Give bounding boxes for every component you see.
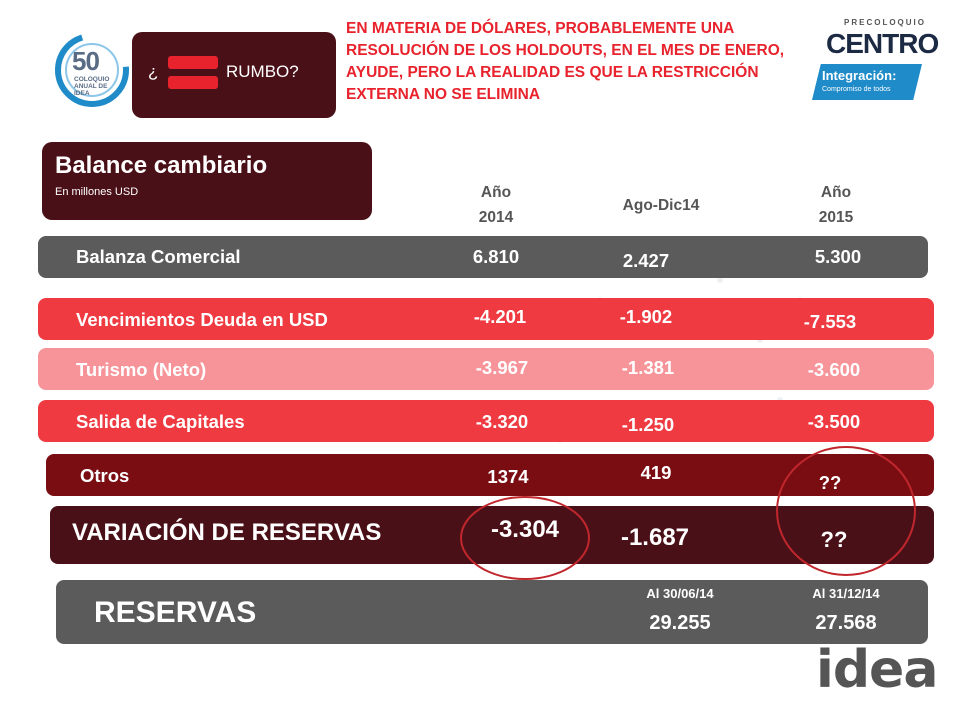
row-label-balanza: Balanza Comercial xyxy=(76,246,241,267)
row-label-variacion: VARIACIÓN DE RESERVAS xyxy=(72,519,382,546)
equals-icon-bottom-bar xyxy=(168,76,218,89)
column-header-2015-line2: 2015 xyxy=(818,209,854,226)
row-label-reservas: RESERVAS xyxy=(94,596,257,629)
row-label-turismo: Turismo (Neto) xyxy=(76,359,207,380)
logo-ring-icon xyxy=(55,33,129,107)
idea-logo: idea xyxy=(816,640,938,700)
row-label-otros: Otros xyxy=(80,465,130,486)
value-balanza-2014: 6.810 xyxy=(472,246,520,267)
table-row-vencimientos xyxy=(38,298,934,340)
value-salida-agodic: -1.250 xyxy=(621,414,675,435)
value-vencimientos-2015: -7.553 xyxy=(803,311,857,332)
column-header-2014-line1: Año xyxy=(480,184,512,201)
coloquio-logo: 50 COLOQUIO ANUAL DE IDEA xyxy=(52,30,132,110)
logo-number: 50 xyxy=(72,46,100,76)
table-row-reservas xyxy=(56,580,928,644)
sponsor-name: CENTRO xyxy=(826,28,939,59)
value-vencimientos-2014: -4.201 xyxy=(473,306,527,327)
value-otros-agodic: 419 xyxy=(640,462,672,483)
section-header-box xyxy=(42,142,372,220)
sponsor-banner-title: Integración: xyxy=(822,68,897,83)
rumbo-open-question: ¿ xyxy=(148,62,159,81)
column-header-2015: Año 2015 xyxy=(786,180,886,230)
sponsor-banner xyxy=(812,64,922,100)
column-header-ago-dic14: Ago-Dic14 xyxy=(622,197,700,214)
headline: EN MATERIA DE DÓLARES, PROBABLEMENTE UNA… xyxy=(346,20,785,103)
value-balanza-agodic: 2.427 xyxy=(622,250,670,271)
value-vencimientos-agodic: -1.902 xyxy=(619,306,673,327)
rumbo-box xyxy=(132,32,336,118)
row-label-salida: Salida de Capitales xyxy=(76,411,245,432)
highlight-circle-variacion-2014 xyxy=(460,496,590,580)
section-subtitle: En millones USD xyxy=(55,186,139,198)
reservas-value-1: 29.255 xyxy=(649,612,711,634)
table-row-salida-capitales xyxy=(38,400,934,442)
logo-text: COLOQUIO ANUAL DE IDEA xyxy=(74,76,110,97)
reservas-value-2: 27.568 xyxy=(815,612,877,634)
reservas-date-2: Al 31/12/14 xyxy=(812,586,880,601)
value-balanza-2015: 5.300 xyxy=(814,246,862,267)
rumbo-word: RUMBO? xyxy=(226,62,299,81)
value-salida-2014: -3.320 xyxy=(475,411,529,432)
sponsor-banner-subtitle: Compromiso de todos xyxy=(822,86,891,93)
section-title: Balance cambiario xyxy=(55,152,268,179)
column-header-2015-line1: Año xyxy=(820,184,852,201)
equals-icon-top-bar xyxy=(168,56,218,69)
sponsor-pre-label: PRECOLOQUIO xyxy=(844,18,927,27)
value-turismo-2015: -3.600 xyxy=(807,359,861,380)
value-variacion-agodic: -1.687 xyxy=(620,524,690,551)
row-label-vencimientos: Vencimientos Deuda en USD xyxy=(76,309,328,330)
column-header-2014-line2: 2014 xyxy=(478,209,514,226)
value-turismo-agodic: -1.381 xyxy=(621,357,675,378)
reservas-date-1: Al 30/06/14 xyxy=(646,586,714,601)
value-turismo-2014: -3.967 xyxy=(475,357,529,378)
value-otros-2014: 1374 xyxy=(487,466,529,487)
value-salida-2015: -3.500 xyxy=(807,411,861,432)
table-row-turismo xyxy=(38,348,934,390)
column-header-2014: Año 2014 xyxy=(446,180,546,230)
highlight-circle-2015-unknown xyxy=(776,446,916,576)
table-row-balanza-comercial xyxy=(38,236,928,278)
